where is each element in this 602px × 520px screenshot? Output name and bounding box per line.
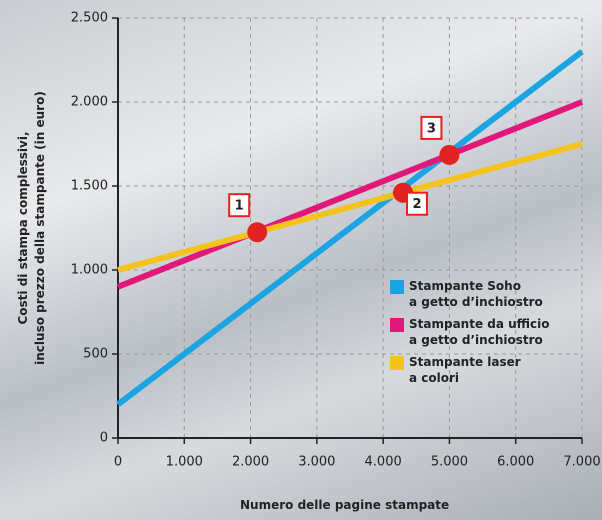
x-tick-label: 5.000 bbox=[431, 455, 468, 470]
y-tick-label: 1.000 bbox=[71, 263, 108, 278]
x-tick-label: 3.000 bbox=[298, 455, 335, 470]
annotation-label: 3 bbox=[427, 121, 436, 136]
annotation-box bbox=[406, 191, 429, 216]
annotation-box bbox=[228, 193, 251, 218]
y-tick-label: 1.500 bbox=[71, 179, 108, 194]
y-tick-label: 2.000 bbox=[71, 95, 108, 110]
y-axis-label: Costi di stampa complessivi, incluso pre… bbox=[16, 91, 47, 365]
annotation-box bbox=[420, 115, 443, 140]
legend-item: Stampante laser a colori bbox=[390, 354, 550, 386]
legend-item: Stampante da ufficio a getto d’inchiostr… bbox=[390, 316, 550, 348]
x-tick-label: 7.000 bbox=[563, 455, 600, 470]
y-tick-label: 2.500 bbox=[71, 11, 108, 26]
legend-label: Stampante da ufficio a getto d’inchiostr… bbox=[409, 317, 550, 347]
x-tick-label: 6.000 bbox=[497, 455, 534, 470]
legend-swatch bbox=[390, 356, 404, 370]
intersection-point bbox=[247, 222, 268, 243]
annotation-label: 1 bbox=[235, 199, 244, 214]
legend-item: Stampante Soho a getto d’inchiostro bbox=[390, 278, 550, 310]
legend-label: Stampante laser a colori bbox=[409, 355, 521, 385]
series-line bbox=[116, 49, 584, 407]
x-tick-label: 0 bbox=[114, 455, 122, 470]
legend-label: Stampante Soho a getto d’inchiostro bbox=[409, 279, 543, 309]
x-tick-label: 1.000 bbox=[166, 455, 203, 470]
y-tick-label: 0 bbox=[100, 431, 108, 446]
legend-swatch bbox=[390, 318, 404, 332]
legend: Stampante Soho a getto d’inchiostro Stamp… bbox=[390, 278, 550, 392]
legend-swatch bbox=[390, 280, 404, 294]
series-line bbox=[116, 99, 584, 290]
series-line bbox=[117, 141, 583, 273]
x-tick-label: 2.000 bbox=[232, 455, 269, 470]
intersection-point bbox=[439, 144, 460, 165]
x-axis-label: Numero delle pagine stampate bbox=[240, 498, 450, 512]
x-tick-label: 4.000 bbox=[365, 455, 402, 470]
annotation-label: 2 bbox=[413, 197, 422, 212]
y-tick-label: 500 bbox=[83, 347, 108, 362]
